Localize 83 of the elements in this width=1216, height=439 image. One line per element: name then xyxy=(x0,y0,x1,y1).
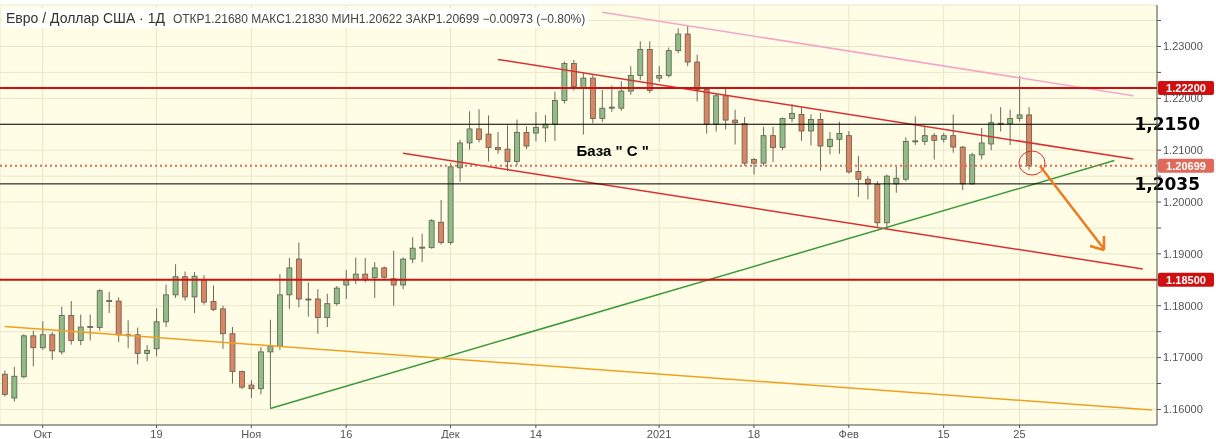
candlestick xyxy=(988,113,995,151)
candlestick xyxy=(855,155,862,198)
x-tick-label: Дек xyxy=(441,427,460,439)
x-tick-label: 25 xyxy=(1013,427,1026,439)
candlestick xyxy=(931,132,938,161)
candlestick xyxy=(1,370,8,397)
candlestick xyxy=(618,80,625,112)
candlestick xyxy=(134,327,141,365)
candlestick xyxy=(552,91,558,142)
x-tick-label: Ноя xyxy=(241,427,262,439)
y-tick-label: 1.17000 xyxy=(1163,351,1203,364)
candlestick xyxy=(106,291,113,314)
y-tick-label: 1.22000 xyxy=(1163,92,1203,105)
text: ОТКР1.21680 МАКС1.21830 МИН1.20622 ЗАКР1.20699 −0.00973 (−0.80%) xyxy=(172,12,586,26)
candlestick xyxy=(732,109,739,145)
candlestick xyxy=(39,320,46,351)
candlestick xyxy=(210,285,217,312)
candlestick xyxy=(182,271,188,302)
x-tick-label: 16 xyxy=(340,427,353,439)
candlestick xyxy=(504,124,511,172)
candlestick xyxy=(419,233,426,263)
candlestick xyxy=(352,257,359,285)
candlestick xyxy=(466,110,473,151)
ref-line-label: 1.22200 xyxy=(1166,81,1206,94)
x-tick-label: Окт xyxy=(33,427,52,439)
candlestick xyxy=(675,27,682,54)
y-tick-label: 1.16000 xyxy=(1163,403,1203,416)
candlestick xyxy=(798,106,805,142)
ref-line-label: 1.18500 xyxy=(1166,273,1206,286)
candlestick xyxy=(1007,109,1014,146)
candlestick xyxy=(314,288,321,335)
candlestick xyxy=(409,236,416,264)
ref-line-label: 1,2150 xyxy=(1134,114,1201,135)
candlestick xyxy=(570,59,577,92)
candlestick xyxy=(371,261,378,299)
ref-line-label: 1,2035 xyxy=(1134,173,1200,194)
candlestick xyxy=(476,108,482,143)
candlestick xyxy=(201,274,207,306)
ref-line-label: 1.20699 xyxy=(1166,159,1206,172)
candlestick xyxy=(978,127,985,161)
candlestick xyxy=(362,257,369,283)
y-tick-label: 1.18000 xyxy=(1163,299,1203,312)
candlestick xyxy=(438,199,445,246)
candlestick xyxy=(770,126,776,163)
candlestick xyxy=(921,125,928,146)
candlestick xyxy=(751,157,757,176)
candlestick xyxy=(580,72,587,136)
candlestick xyxy=(950,113,957,154)
annotation: База " С " xyxy=(576,142,649,159)
candlestick xyxy=(533,111,539,142)
candlestick xyxy=(11,366,18,403)
candlestick xyxy=(49,331,56,361)
candlestick xyxy=(305,281,312,318)
x-tick-label: 18 xyxy=(747,427,761,439)
candlestick xyxy=(87,314,94,341)
y-tick-label: 1.19000 xyxy=(1163,247,1203,260)
x-tick-label: 15 xyxy=(937,427,950,439)
candlestick xyxy=(827,131,833,155)
candlestick xyxy=(789,103,795,123)
candlestick xyxy=(599,89,606,123)
x-tick-label: 19 xyxy=(150,427,163,439)
y-tick-label: 1.23000 xyxy=(1163,40,1203,53)
chart-title: Евро / Доллар США · 1Д xyxy=(6,10,165,26)
x-tick-label: Фев xyxy=(838,427,860,439)
candlestick xyxy=(30,330,37,367)
x-tick-label: 2021 xyxy=(646,427,672,439)
candlestick xyxy=(912,115,919,146)
candlestick xyxy=(267,319,274,409)
y-tick-label: 1.20000 xyxy=(1163,195,1203,208)
candlestick xyxy=(333,285,340,307)
candlestick xyxy=(836,121,843,155)
candlestick xyxy=(324,293,331,328)
candlestick xyxy=(495,131,501,155)
y-tick-label: 1.21000 xyxy=(1163,144,1203,157)
candlestick xyxy=(608,84,615,113)
candlestick xyxy=(808,113,814,147)
x-tick-label: 14 xyxy=(529,427,542,439)
candlestick xyxy=(485,114,492,163)
candlestick xyxy=(77,314,84,346)
candlestick xyxy=(144,344,151,362)
candlestick xyxy=(1016,75,1023,123)
candlestick xyxy=(523,125,530,150)
candlestick xyxy=(191,271,198,314)
